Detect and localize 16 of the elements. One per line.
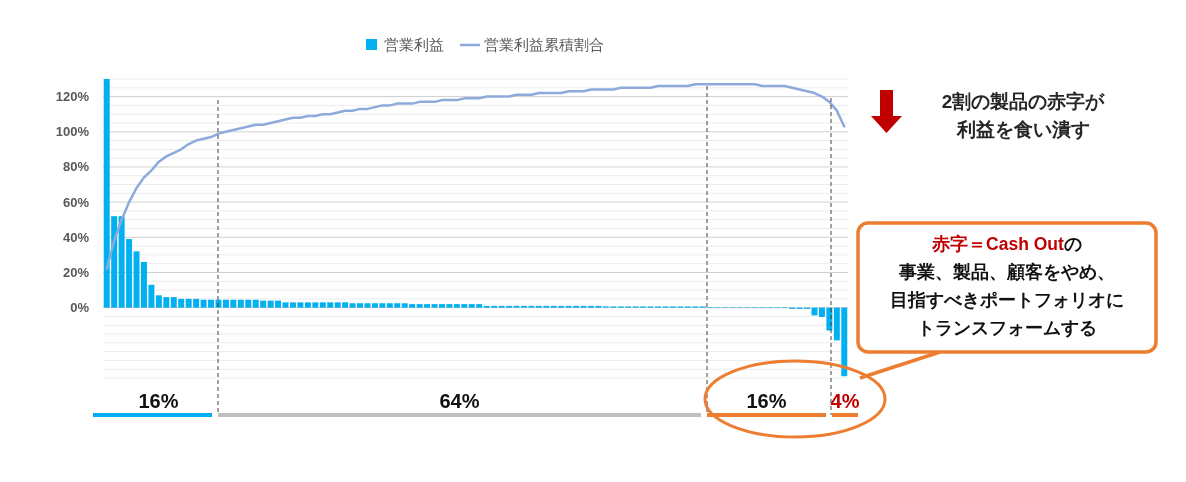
text: 64%: [439, 390, 480, 412]
y-tick-label: 40%: [62, 229, 90, 245]
legend-label: 営業利益累積割合: [484, 36, 604, 53]
y-tick-label: 60%: [62, 194, 90, 210]
text: 16%: [746, 390, 787, 412]
y-tick-label: 80%: [62, 159, 90, 175]
text: 2割の製品の赤字が利益を食い潰す: [941, 91, 1106, 140]
text: 赤字＝Cash Outの事業、製品、顧客をやめ、目指すべきポートフォリオにトランスフォームする: [890, 234, 1124, 338]
text: 4%: [830, 390, 860, 412]
legend-label: 営業利益: [384, 36, 444, 53]
y-tick-label: 100%: [55, 124, 90, 140]
y-tick-label: 120%: [55, 89, 90, 105]
y-tick-label: 0%: [70, 300, 90, 316]
text: 16%: [138, 390, 179, 412]
y-tick-label: 20%: [62, 265, 90, 281]
line-series: [105, 83, 846, 271]
